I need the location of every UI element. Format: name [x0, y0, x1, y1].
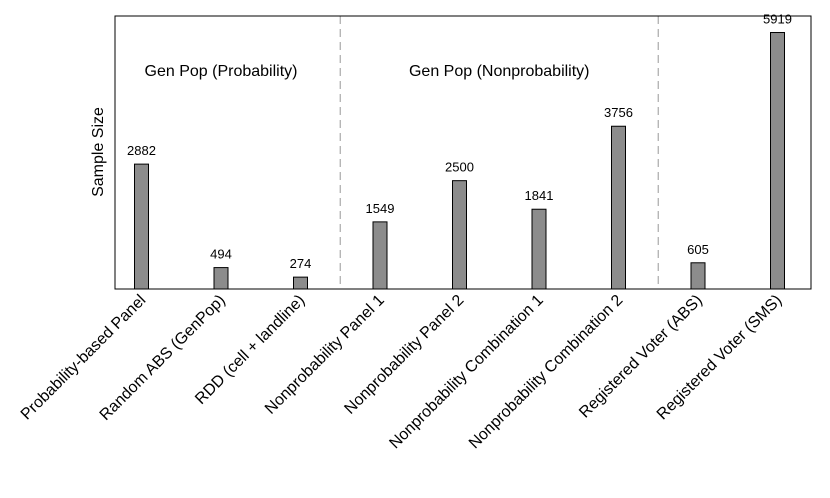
value-label-4: 1549	[366, 201, 395, 216]
bar-3	[293, 276, 308, 290]
x-tick-label-6: Nonprobability Combination 1	[386, 292, 547, 453]
bar-7	[611, 125, 626, 290]
value-label-9: 5919	[763, 12, 792, 27]
x-tick-label-1: Probability-based Panel	[18, 292, 150, 424]
y-axis-title: Sample Size	[90, 107, 107, 197]
value-label-5: 2500	[445, 160, 474, 175]
group-separators	[339, 16, 659, 289]
bar-2	[213, 267, 229, 290]
bar-6	[531, 208, 547, 290]
value-label-8: 605	[687, 242, 709, 257]
group-labels: Gen Pop (Probability) Gen Pop (Nonprobabi…	[145, 63, 590, 80]
bar-9	[770, 32, 785, 290]
bar-5	[452, 180, 467, 290]
value-labels: 2882 494 274 1549 2500 1841 3756 605 5919	[127, 12, 792, 272]
bar-8	[690, 262, 706, 290]
group-label-1: Gen Pop (Probability)	[145, 63, 298, 80]
x-tick-label-7: Nonprobability Combination 2	[466, 292, 627, 453]
bar-1	[134, 163, 149, 290]
value-label-1: 2882	[127, 143, 156, 158]
value-label-2: 494	[210, 247, 232, 262]
bar-4	[372, 221, 388, 290]
plot-frame	[114, 15, 812, 290]
group-label-2: Gen Pop (Nonprobability)	[409, 63, 590, 80]
value-label-7: 3756	[604, 105, 633, 120]
value-label-6: 1841	[525, 188, 554, 203]
value-label-3: 274	[290, 256, 312, 271]
